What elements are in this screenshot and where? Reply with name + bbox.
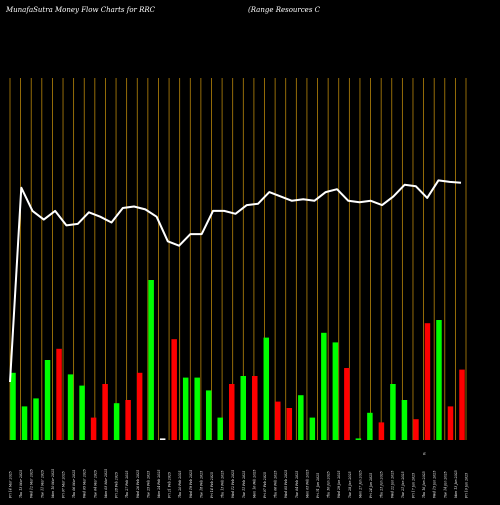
x-axis-tick-labels: Fri 14 Mar 2025 Thu 13 Mar 2025 Wed 12 Mar… xyxy=(9,469,469,499)
money-flow-bar xyxy=(436,320,442,440)
money-flow-bar xyxy=(332,342,339,440)
grid-lines xyxy=(9,78,467,440)
x-tick-label: Thu 06 Feb 2025 xyxy=(274,471,278,498)
x-tick-label: Fri 14 Feb 2025 xyxy=(210,472,214,499)
x-tick-label: Fri 17 Jan 2025 xyxy=(411,473,415,499)
x-tick-label: Fri 07 Mar 2025 xyxy=(62,471,66,499)
money-flow-bar xyxy=(390,384,396,440)
x-tick-label: Tue 28 Jan 2025 xyxy=(348,471,352,498)
x-tick-label: Tue 21 Jan 2025 xyxy=(401,471,405,498)
chart-title: MunafaSutra Money Flow Charts for RRC xyxy=(5,6,156,14)
money-flow-bar xyxy=(159,438,166,440)
x-tick-label: Thu 13 Mar 2025 xyxy=(19,470,23,498)
x-tick-label: Tue 11 Feb 2025 xyxy=(242,471,246,498)
money-flow-bars xyxy=(10,280,465,440)
x-tick-label: Tue 11 Mar 2025 xyxy=(40,470,44,498)
money-flow-bar xyxy=(182,377,189,440)
money-flow-bar xyxy=(252,376,258,440)
x-tick-label: Thu 06 Mar 2025 xyxy=(72,470,76,498)
x-tick-label: Mon 10 Feb 2025 xyxy=(252,470,256,499)
money-flow-bar xyxy=(33,398,39,440)
money-flow-bar xyxy=(56,348,62,440)
money-flow-bar xyxy=(321,332,327,440)
x-tick-label: Mon 03 Mar 2025 xyxy=(104,469,108,499)
money-flow-bar xyxy=(171,339,177,440)
money-flow-bar xyxy=(367,412,373,440)
x-tick-label: Wed 15 Jan 2025 xyxy=(433,471,437,498)
money-flow-bar xyxy=(90,417,97,440)
money-flow-bar xyxy=(10,372,16,440)
x-tick-label: Thu 16 Jan 2025 xyxy=(422,471,426,498)
money-flow-bar xyxy=(447,406,454,440)
money-flow-bar xyxy=(286,408,293,440)
money-flow-index-line xyxy=(9,179,462,383)
x-tick-label: Mon 24 Feb 2025 xyxy=(157,470,161,499)
money-flow-bar xyxy=(413,419,419,440)
x-tick-label: Wed 26 Feb 2025 xyxy=(136,470,140,498)
x-tick-label: Tue 04 Feb 2025 xyxy=(295,471,299,498)
money-flow-bar xyxy=(67,374,74,440)
x-tick-label: Wed 12 Mar 2025 xyxy=(30,469,34,498)
money-flow-bar xyxy=(298,395,304,440)
x-tick-label: Wed 12 Feb 2025 xyxy=(231,470,235,498)
x-tick-label: Thu 13 Feb 2025 xyxy=(221,471,225,498)
x-tick-label: Mon 03 Feb 2025 xyxy=(305,470,309,499)
x-tick-label: Mon 27 Jan 2025 xyxy=(358,470,362,499)
money-flow-bar xyxy=(459,369,465,440)
money-flow-bar xyxy=(378,422,385,440)
money-flow-bar xyxy=(21,406,28,440)
x-tick-label: Tue 18 Feb 2025 xyxy=(199,471,203,498)
money-flow-bar xyxy=(194,377,200,440)
money-flow-bar xyxy=(344,368,350,440)
x-tick-label: Thu 27 Feb 2025 xyxy=(125,471,129,498)
x-tick-label: Wed 19 Feb 2025 xyxy=(189,470,193,498)
x-tick-label: Tue 25 Feb 2025 xyxy=(146,471,150,498)
money-flow-bar xyxy=(217,417,223,440)
x-tick-label: Tue 14 Jan 2025 xyxy=(443,471,447,498)
x-tick-label: Wed 29 Jan 2025 xyxy=(337,471,341,498)
x-tick-label: Fri 28 Feb 2025 xyxy=(115,472,119,499)
x-tick-label: Tue 04 Mar 2025 xyxy=(93,470,97,498)
money-flow-bar xyxy=(228,384,235,440)
money-flow-bar xyxy=(113,403,120,440)
x-tick-label: Wed 22 Jan 2025 xyxy=(390,471,394,498)
x-tick-label: Fri 14 Mar 2025 xyxy=(9,471,13,499)
x-tick-label: Fri 31 Jan 2025 xyxy=(316,473,320,499)
money-flow-line xyxy=(9,179,462,383)
money-flow-bar xyxy=(44,360,51,440)
x-tick-label: Mon 10 Mar 2025 xyxy=(51,469,55,499)
money-flow-bar xyxy=(125,400,131,440)
money-flow-bar xyxy=(263,337,270,440)
x-tick-label: Fri 24 Jan 2025 xyxy=(369,473,373,499)
money-flow-bar xyxy=(355,438,362,440)
x-tick-label: Fri 07 Feb 2025 xyxy=(263,472,267,499)
x-tick-label: Fri 10 Jan 2025 xyxy=(465,473,469,499)
x-tick-label: Thu 30 Jan 2025 xyxy=(327,471,331,498)
money-flow-bar xyxy=(424,323,431,440)
x-tick-label: Wed 05 Mar 2025 xyxy=(83,469,87,498)
money-flow-bar xyxy=(401,400,408,440)
extra-tick-label: S xyxy=(423,451,426,456)
money-flow-bar xyxy=(309,417,316,440)
chart-title-company: (Range Resources C xyxy=(248,6,321,14)
x-tick-label: Fri 21 Feb 2025 xyxy=(168,472,172,499)
x-tick-label: Thu 23 Jan 2025 xyxy=(380,471,384,498)
money-flow-bar xyxy=(102,384,108,440)
money-flow-bar xyxy=(136,372,143,440)
money-flow-bar xyxy=(79,385,85,440)
money-flow-bar xyxy=(148,280,154,440)
x-tick-label: Thu 20 Feb 2025 xyxy=(178,471,182,498)
money-flow-bar xyxy=(240,376,247,440)
money-flow-bar xyxy=(205,390,212,440)
money-flow-bar xyxy=(275,401,281,440)
x-tick-label: Mon 13 Jan 2025 xyxy=(454,470,458,499)
x-tick-label: Wed 05 Feb 2025 xyxy=(284,470,288,498)
